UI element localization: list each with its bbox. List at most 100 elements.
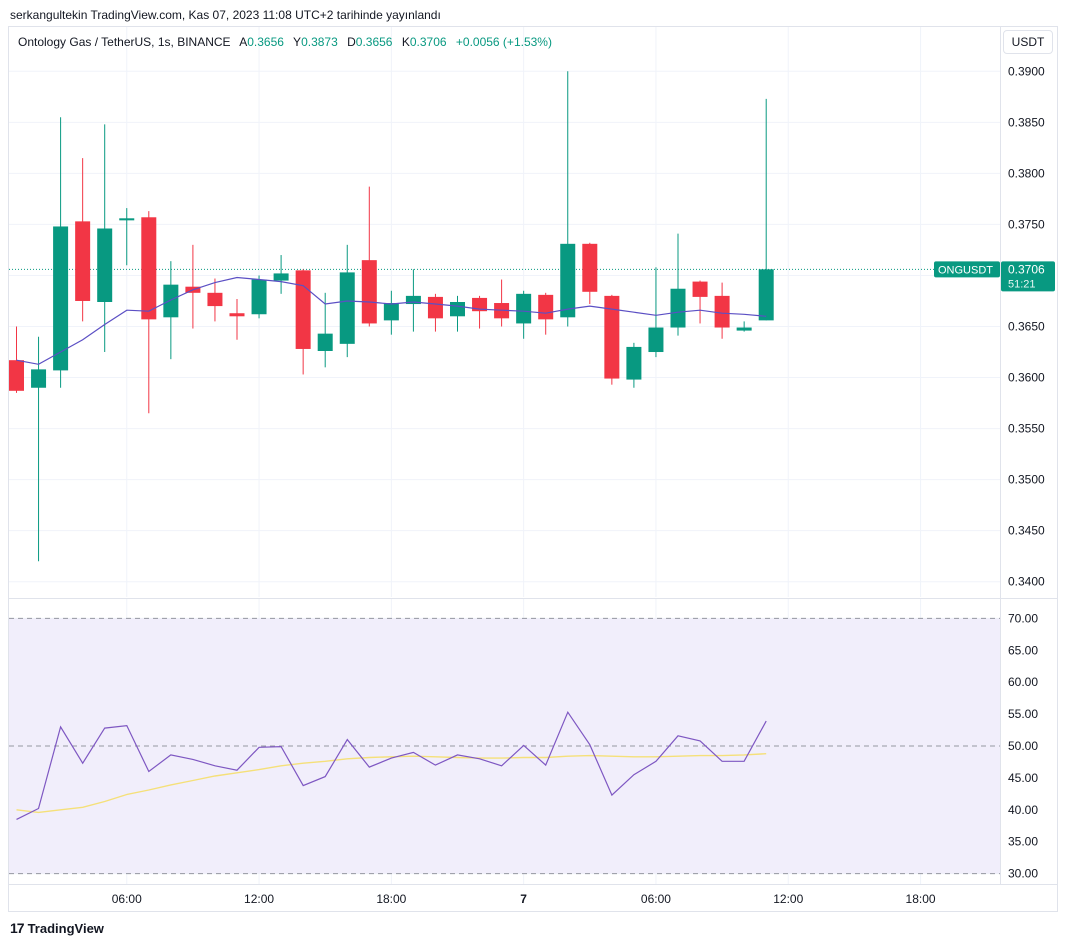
time-tick-label: 06:00 [641,892,671,906]
candle [53,117,69,388]
price-tick-label: 0.3650 [1008,320,1045,334]
candle [405,269,421,332]
tradingview-brand: TradingView [27,920,104,936]
price-tick-label: 0.3500 [1008,473,1045,487]
rsi-tick-label: 30.00 [1008,867,1038,881]
price-tick-label: 0.3900 [1008,64,1045,78]
candle [472,295,488,329]
candle-body [560,243,576,318]
candle-body [626,346,642,380]
close-value: 0.3706 [409,35,447,49]
rsi-band-lines [9,617,1000,875]
candle-body [450,302,465,317]
ticker-tag-label: ONGUSDT [938,264,993,276]
candle [736,321,752,332]
candle-body [736,327,752,331]
candle-body [383,303,399,321]
candle [31,336,47,562]
open-label: A [239,35,248,49]
candle-body [75,221,91,301]
candle [119,208,135,266]
candle [560,71,576,327]
candle [185,244,201,329]
price-tag-value: 0.3706 [1008,262,1045,276]
candle-body [538,294,554,320]
candle-body [163,284,179,318]
time-tick-label: 18:00 [906,892,936,906]
candle [229,298,245,340]
price-tick-label: 0.3400 [1008,575,1045,589]
candle-body [758,269,774,321]
candle-body [339,272,355,344]
close-label: K [401,35,410,49]
candle-body [361,260,377,324]
candle [427,293,443,332]
candle [163,261,179,360]
candle [758,98,774,321]
candle [670,233,686,336]
price-tag: ONGUSDT 0.3706 51:21 [934,261,1055,292]
candle [494,279,510,327]
time-tick-label: 18:00 [376,892,406,906]
rsi-line [16,710,767,820]
candle-body [582,243,598,292]
candle-body [405,295,421,305]
low-value: 0.3656 [355,35,393,49]
candle [317,292,333,368]
rsi-tick-label: 50.00 [1008,739,1038,753]
rsi-tick-label: 60.00 [1008,675,1038,689]
candle-body [97,228,113,303]
symbol-name: Ontology Gas / TetherUS, 1s, BINANCE [18,35,231,49]
rsi-tick-label: 45.00 [1008,771,1038,785]
price-tick-label: 0.3800 [1008,166,1045,180]
candle [582,242,598,305]
candle-body [31,369,47,388]
time-tick-label: 06:00 [112,892,142,906]
candle [251,275,267,319]
rsi-tick-label: 65.00 [1008,643,1038,657]
chart-frame [8,26,1058,912]
rsi-tick-label: 40.00 [1008,803,1038,817]
candles [9,71,774,562]
candle [516,290,532,339]
candle-body [317,333,333,351]
candle-body [714,295,730,328]
candle-body [648,327,664,353]
price-tick-label: 0.3550 [1008,422,1045,436]
candle-body [604,295,620,379]
open-value: 0.3656 [247,35,284,49]
tradingview-logo[interactable]: 17 TradingView [10,920,104,936]
rsi-tick-label: 55.00 [1008,707,1038,721]
published-line: serkangultekin TradingView.com, Kas 07, … [10,8,441,22]
candle [273,255,289,294]
symbol-legend: Ontology Gas / TetherUS, 1s, BINANCE A0.… [18,35,558,49]
candle [626,342,642,388]
candle [75,158,91,322]
candle-body [229,313,245,317]
moving-average-line [16,276,767,365]
candle-body [141,217,157,320]
price-tag-bg [1001,261,1055,292]
price-tick-label: 0.3600 [1008,371,1045,385]
candle [207,278,223,322]
candle-body [53,226,69,371]
candle [604,294,620,385]
candle-body [692,281,708,297]
price-tag-countdown: 51:21 [1008,278,1036,290]
change-value: +0.0056 (+1.53%) [455,35,552,49]
high-label: Y [293,35,302,49]
candle-body [670,288,686,328]
currency-button[interactable]: USDT [1003,30,1053,54]
time-axis: 06:00 12:00 18:00 7 06:00 12:00 18:00 [112,892,936,906]
price-tick-label: 0.3750 [1008,217,1045,231]
candle-body [9,360,24,391]
candle [692,280,708,324]
candle [714,282,730,339]
candle [9,326,24,393]
candle [648,267,664,358]
candle-body [295,270,311,349]
candle-body [207,292,223,307]
rsi-ma-line [16,753,767,814]
time-tick-label: 12:00 [773,892,803,906]
